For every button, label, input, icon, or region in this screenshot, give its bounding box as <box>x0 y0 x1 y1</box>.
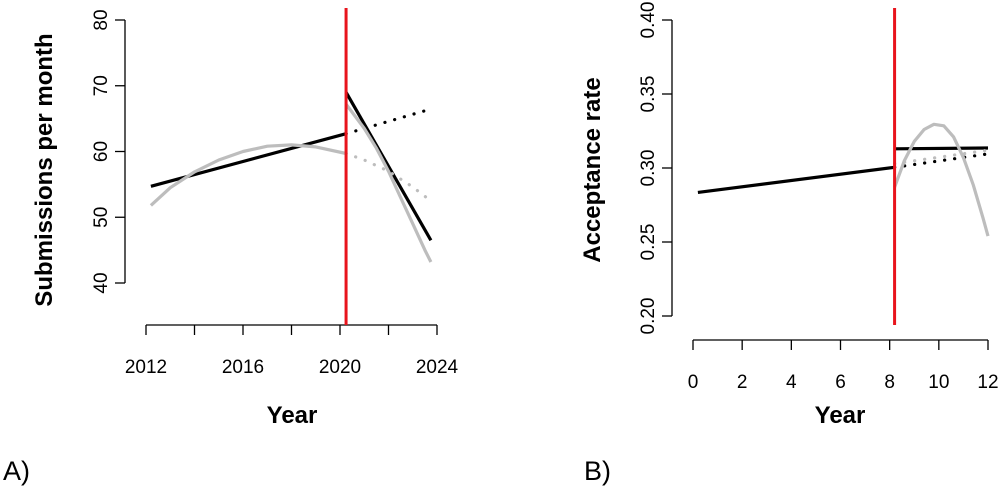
x-tick-label: 2012 <box>125 357 167 378</box>
panel-a: 2012 2016 2020 2024 40 50 60 70 80 Year Submission… <box>3 8 459 486</box>
y-axis-title: Submissions per month <box>31 33 58 306</box>
x-axis-title: Year <box>267 402 318 429</box>
y-tick-label: 80 <box>91 9 112 30</box>
series-linear-pre <box>150 132 347 188</box>
series-quadratic-post <box>893 122 990 237</box>
y-tick-label: 60 <box>91 141 112 162</box>
x-tick-label: 10 <box>928 372 949 393</box>
x-tick-label: 2 <box>737 372 748 393</box>
series-linear-counterfactual <box>344 108 429 136</box>
series-quadratic-post <box>344 103 433 263</box>
series-quadratic-counterfactual <box>344 151 429 200</box>
x-tick-label: 12 <box>977 372 998 393</box>
y-tick-label: 0.25 <box>638 224 659 261</box>
panel-label: B) <box>584 456 611 486</box>
y-tick-label: 0.35 <box>638 76 659 113</box>
x-tick-label: 0 <box>688 372 699 393</box>
x-tick-label: 8 <box>884 372 895 393</box>
y-tick-label: 0.40 <box>638 2 659 39</box>
x-tick-label: 2016 <box>222 357 264 378</box>
x-tick-label: 2020 <box>319 357 361 378</box>
y-tick-label: 70 <box>91 75 112 96</box>
series-linear-post <box>894 146 989 151</box>
panel-b: 0 2 4 6 8 10 12 0.20 0.25 0.30 0.35 0.40 Year Accepta… <box>579 2 999 486</box>
x-tick-label: 4 <box>786 372 797 393</box>
series-linear-pre <box>697 165 895 194</box>
y-tick-label: 40 <box>91 272 112 293</box>
series-linear-post <box>344 91 433 242</box>
y-tick-label: 0.20 <box>638 298 659 335</box>
x-axis-title: Year <box>815 402 866 429</box>
panel-label: A) <box>3 456 30 486</box>
x-tick-label: 2024 <box>416 357 459 378</box>
x-tick-label: 6 <box>835 372 846 393</box>
series-quadratic-pre <box>149 143 347 207</box>
y-axis-title: Acceptance rate <box>579 77 606 262</box>
y-tick-label: 50 <box>91 207 112 228</box>
y-tick-label: 0.30 <box>638 150 659 187</box>
